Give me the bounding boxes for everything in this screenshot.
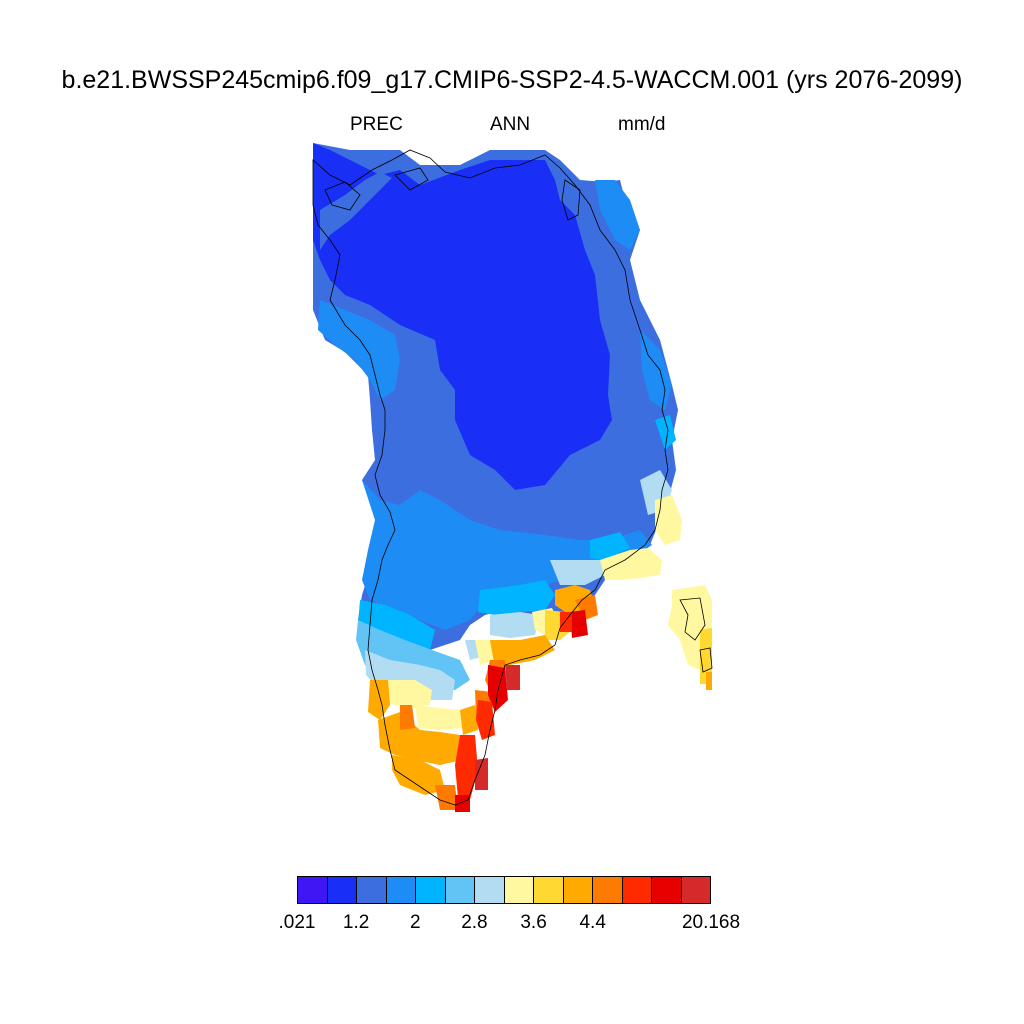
precip-cell [358,600,435,650]
coastline [312,149,713,806]
precip-cell [455,735,478,800]
precip-cell [475,640,495,665]
plot-title: b.e21.BWSSP245cmip6.f09_g17.CMIP6-SSP2-4… [61,66,963,94]
colorbar-swatch [652,877,682,903]
colorbar-swatch [445,877,475,903]
precip-cell [505,665,520,690]
colorbar-swatch [475,877,505,903]
precip-cell [368,680,390,720]
precip-cell [313,143,612,490]
precip-cell [600,548,662,580]
precip-cell [700,628,712,660]
colorbar-label: 4.4 [579,912,606,933]
precip-cell [595,180,640,250]
precip-cell [706,672,712,690]
map-cells [313,143,712,812]
precip-cell [640,330,672,410]
colorbar-label: 3.6 [520,912,547,933]
colorbar-swatch [386,877,416,903]
precip-cell [378,712,462,765]
colorbar-swatch [681,877,710,903]
colorbar [297,876,711,904]
precip-cell [655,495,682,545]
colorbar-swatch [298,877,328,903]
precip-cell [475,758,488,790]
colorbar-swatch [357,877,387,903]
precip-cell [490,612,540,638]
period-label: ANN [490,114,531,135]
precip-cell [415,705,462,730]
precip-cell [570,610,588,638]
precip-cell [455,795,470,812]
colorbar-label: 2.8 [461,912,488,933]
colorbar-swatch [622,877,652,903]
precip-cell [435,785,458,810]
variable-label: PREC [350,114,403,135]
colorbar-label: .021 [278,912,316,933]
precip-cell [460,705,478,735]
precip-cell [318,300,400,400]
precip-cell [655,415,676,450]
colorbar-label: 20.168 [681,912,741,933]
precip-cell [400,705,415,730]
precip-cell [320,172,392,250]
precip-cell [478,580,555,615]
precip-cell [365,170,410,215]
colorbar-swatch [593,877,623,903]
units-label: mm/d [618,114,666,135]
colorbar-label: 2 [409,912,421,933]
precip-cell [490,635,555,668]
colorbar-swatch [416,877,446,903]
colorbar-label: 1.2 [342,912,370,933]
colorbar-swatch [327,877,357,903]
precip-cell [392,755,445,795]
precip-cell [362,480,652,630]
precip-cell [488,665,508,712]
precip-cell [590,532,630,560]
precip-cell [550,560,605,585]
colorbar-swatch [534,877,564,903]
colorbar-swatch [504,877,534,903]
colorbar-swatch [563,877,593,903]
precip-cell [385,680,432,708]
precip-cell [560,612,572,632]
